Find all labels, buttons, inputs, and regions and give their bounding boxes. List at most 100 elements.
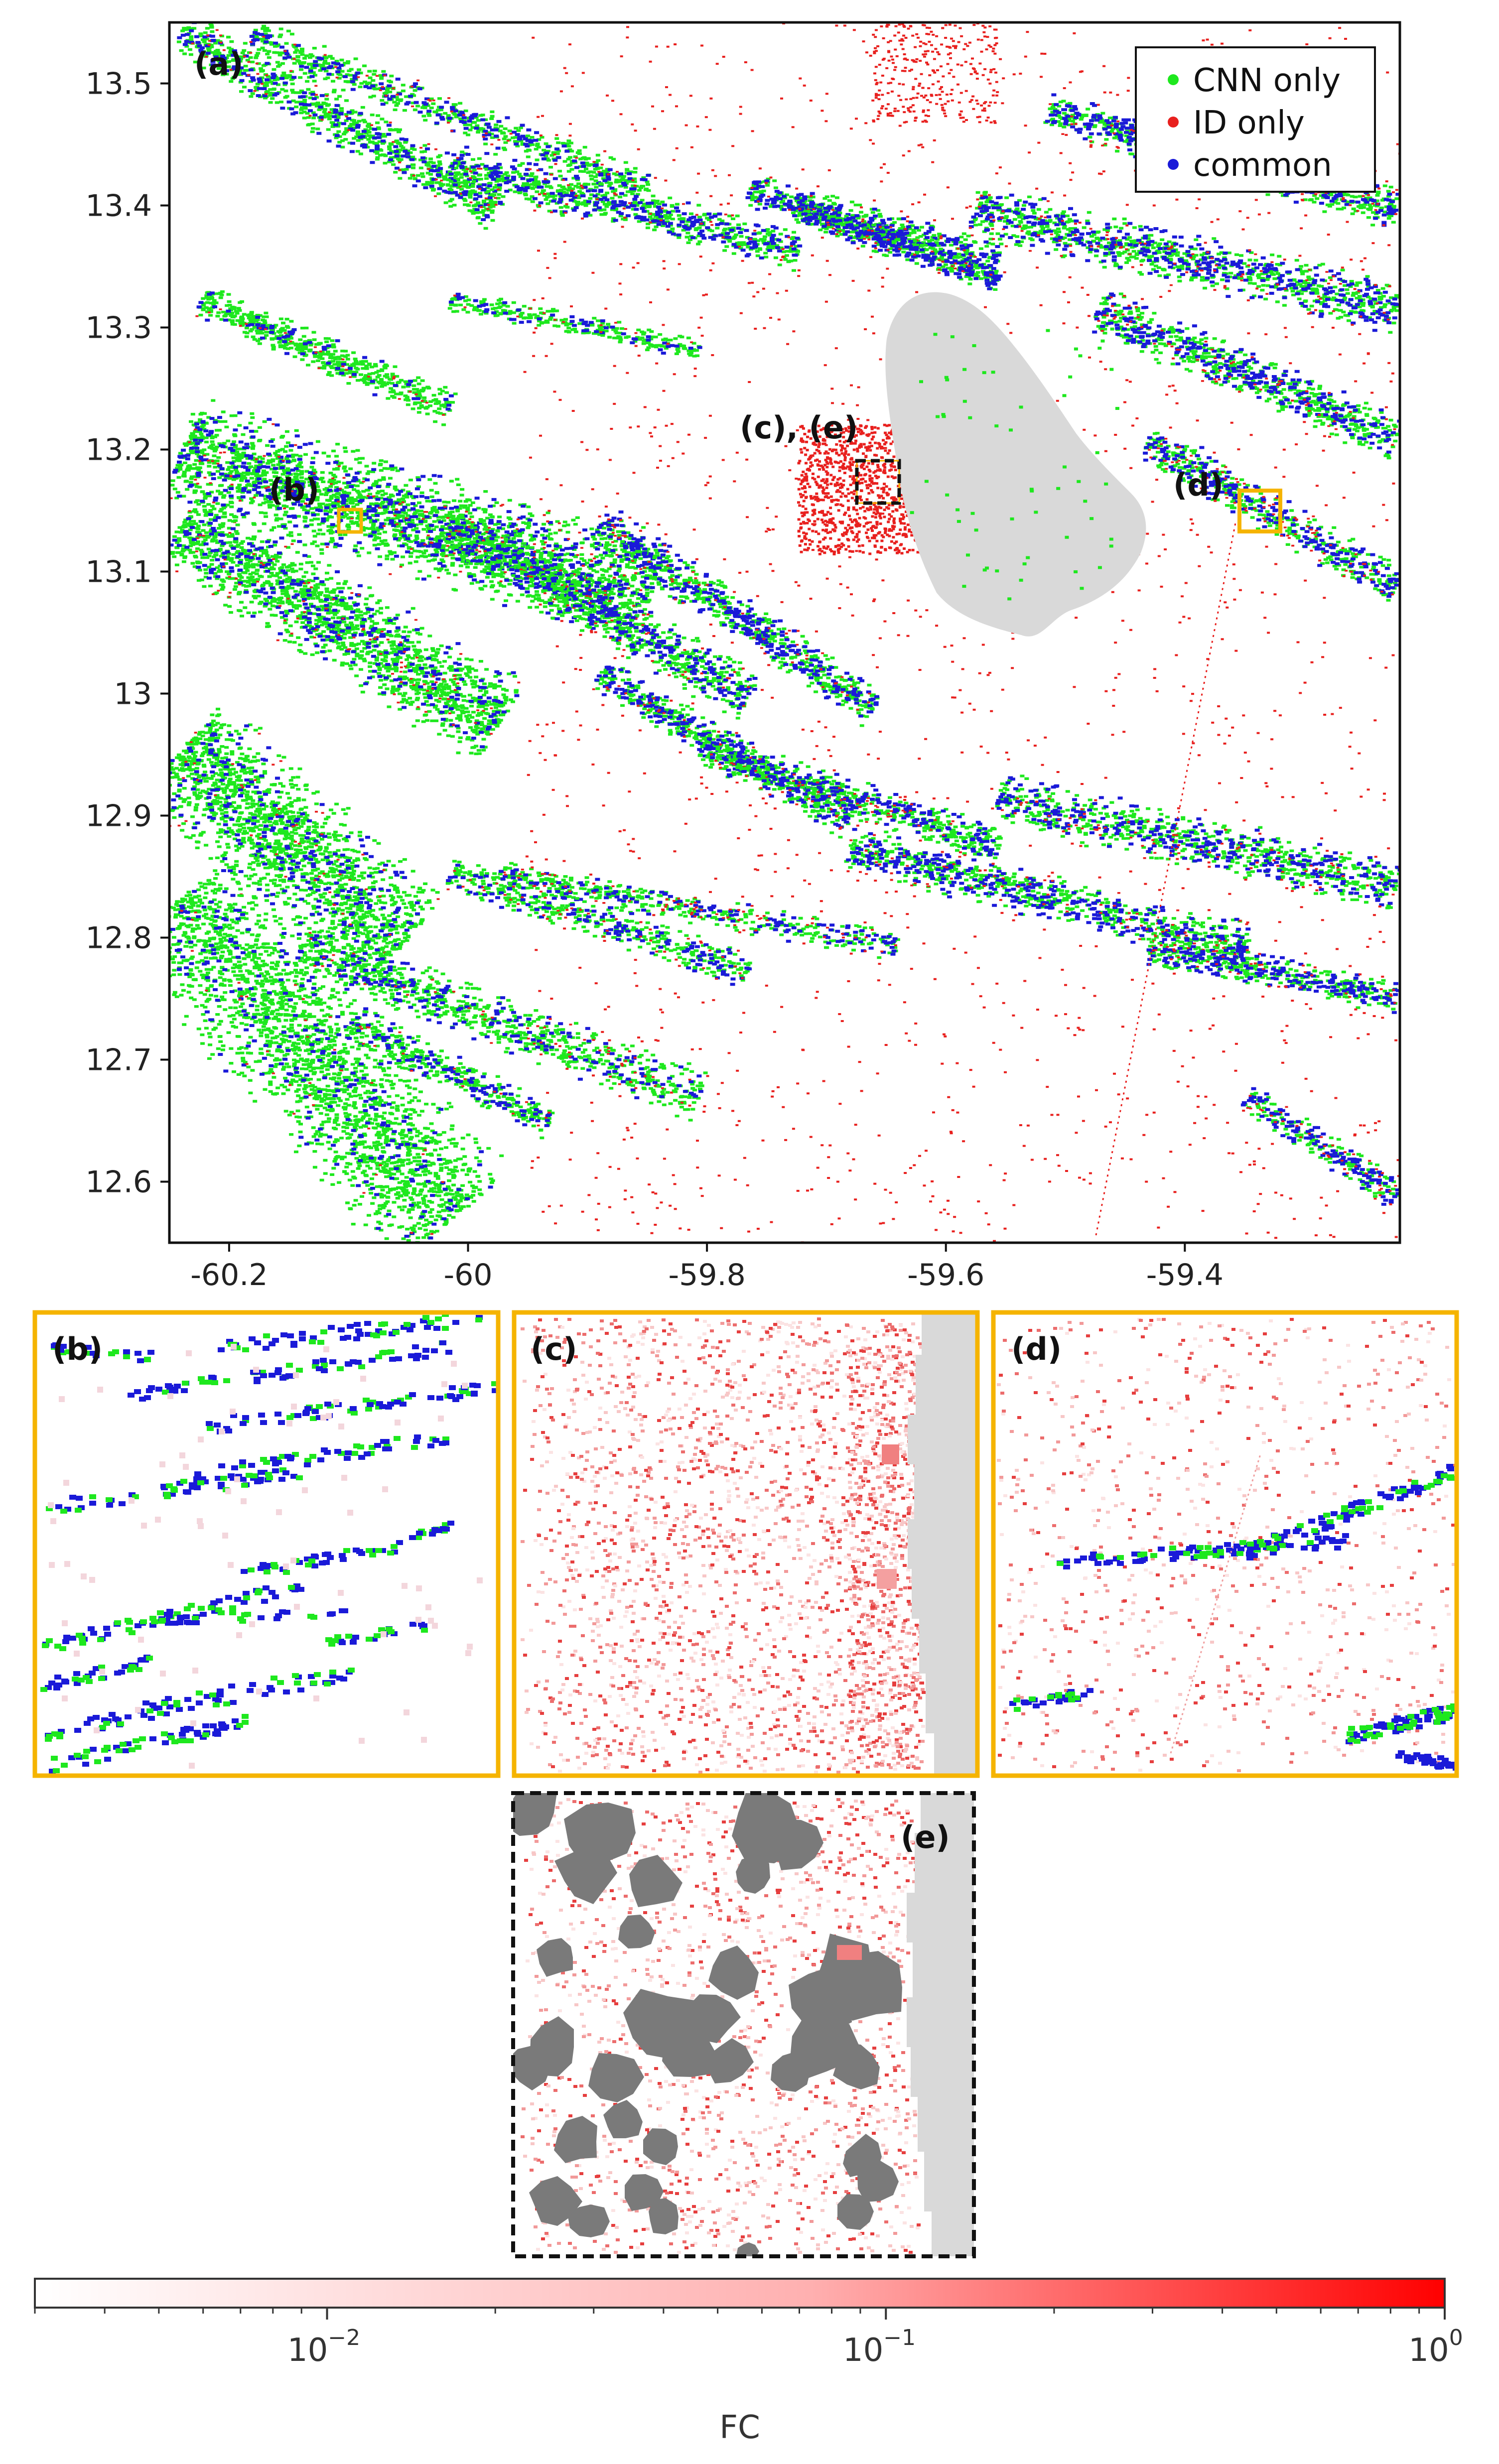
y-tick-label: 13.2 [85, 433, 152, 468]
panel-e-label: (e) [901, 1819, 950, 1855]
scatter-cluster [250, 22, 652, 206]
cloud-mask-blob [588, 2053, 644, 2102]
pixel-streak [1057, 1540, 1314, 1566]
colorbar-label: FC [719, 2409, 760, 2446]
panel-a-label: (a) [194, 46, 244, 82]
scatter-cluster [1240, 1087, 1400, 1206]
panel-c-island [908, 1312, 977, 1776]
scatter-cluster [699, 737, 999, 857]
pixel-streak [45, 1668, 355, 1742]
panel-b-background [35, 1312, 498, 1776]
cloud-mask-blob [603, 2100, 643, 2138]
cloud-mask-blob [835, 1951, 902, 2021]
panel-c-frame [512, 1310, 980, 1778]
colorbar-tick-label-1e-2: 10−2 [287, 2325, 360, 2369]
scatter-cluster [446, 519, 758, 710]
panel-d: (d) [991, 1310, 1459, 1778]
pixel-streak [46, 1472, 303, 1514]
y-tick-label: 13.4 [85, 189, 152, 224]
x-tick-label: -59.8 [669, 1258, 746, 1293]
cloud-mask-blob [833, 2042, 880, 2089]
panel-e-frame [511, 1791, 976, 2258]
pixel-streak [1247, 1473, 1456, 1552]
pixel-streak [1347, 1703, 1457, 1744]
cloud-mask-blob [649, 2198, 679, 2234]
pixel-streak [162, 1376, 230, 1395]
pixel-streak [49, 1718, 241, 1774]
y-axis-ticks: 13.5 13.4 13.3 13.2 13.1 13 12.9 12.8 12.7 12.6 [85, 67, 169, 1200]
scatter-cluster [448, 145, 803, 259]
cloud-mask-blob [554, 2116, 597, 2163]
panel-c-label: (c) [531, 1331, 577, 1367]
scatter-cluster [170, 399, 664, 651]
pixel-streak [1013, 1691, 1080, 1712]
annotation-label-d: (d) [1173, 467, 1224, 503]
fc-pixels [847, 1353, 925, 1767]
x-tick-label: -60 [444, 1258, 493, 1293]
pixel-streak [1395, 1750, 1457, 1771]
cloud-mask-blob [736, 1855, 770, 1894]
scatter-cluster [347, 1007, 552, 1127]
pixel-streak [206, 1383, 498, 1434]
scatter-cluster [170, 869, 493, 1240]
cloud-mask-blob [857, 2161, 899, 2202]
colorbar-gradient [34, 2278, 1446, 2309]
id-only-track [1170, 1454, 1261, 1754]
pixel-streak [128, 1375, 217, 1402]
panel-b-content [40, 1312, 498, 1774]
panel-b-frame [32, 1310, 501, 1778]
fc-cluster [877, 1569, 897, 1589]
scatter-cluster [995, 775, 1400, 909]
colorbar-tick-label-1e0: 100 [1408, 2325, 1463, 2369]
scatter-cluster [345, 1012, 555, 1140]
fc-cluster [837, 1945, 862, 1960]
scatter-cluster [446, 864, 752, 986]
pixel-streak [1346, 1703, 1457, 1744]
pixel-streak [250, 1340, 452, 1384]
panel-e-content [513, 1793, 921, 2256]
cloud-mask-blob [554, 1843, 617, 1904]
panel-e-island [907, 1793, 974, 2256]
y-tick-label: 13 [114, 677, 152, 712]
scatter-cluster [172, 411, 656, 642]
cloud-mask-blob [837, 2194, 874, 2230]
x-tick-label: -59.4 [1146, 1258, 1224, 1293]
scatter-cluster [1092, 292, 1400, 454]
scatter-cluster [995, 776, 1400, 907]
cloud-mask-blob [537, 1938, 573, 1977]
y-tick-label: 12.8 [85, 921, 152, 956]
legend-marker-common [1168, 159, 1179, 170]
pixel-streak [149, 1610, 317, 1624]
scatter-cluster [1146, 937, 1400, 1014]
panel-b-label: (b) [52, 1331, 103, 1367]
y-tick-label: 13.3 [85, 311, 152, 346]
cloud-mask-blob [618, 1915, 655, 1948]
cloud-mask-blob [513, 2046, 551, 2090]
panel-d-frame [991, 1310, 1459, 1778]
panel-a-scatter [169, 22, 1400, 1243]
legend: CNN only ID only common [1135, 46, 1376, 193]
cloud-mask-blob [707, 2038, 754, 2083]
scatter-cluster [498, 862, 900, 959]
colorbar: 10−2 10−1 100 FC [34, 2278, 1463, 2446]
scatter-cluster [169, 707, 440, 991]
pixel-streak [51, 1345, 151, 1362]
legend-label-id-only: ID only [1193, 105, 1305, 141]
legend-label-cnn-only: CNN only [1193, 62, 1341, 99]
y-tick-label: 13.1 [85, 555, 152, 590]
fc-pixels [519, 1803, 920, 2254]
scatter-cluster [498, 868, 898, 956]
x-axis-ticks: -60.2 -60 -59.8 -59.6 -59.4 [190, 1243, 1224, 1293]
scatter-cluster [249, 31, 651, 205]
x-tick-label: -59.6 [907, 1258, 984, 1293]
legend-label-common: common [1193, 147, 1332, 184]
panel-e: (e) [511, 1791, 976, 2258]
island [885, 292, 1146, 637]
fc-pixels [523, 1318, 922, 1774]
cloud-mask-blob [567, 2205, 610, 2237]
cloud-mask-blob [513, 1793, 557, 1836]
pixel-streak [325, 1627, 428, 1647]
panel-d-content [997, 1318, 1457, 1772]
annotation-box-b [337, 508, 363, 534]
